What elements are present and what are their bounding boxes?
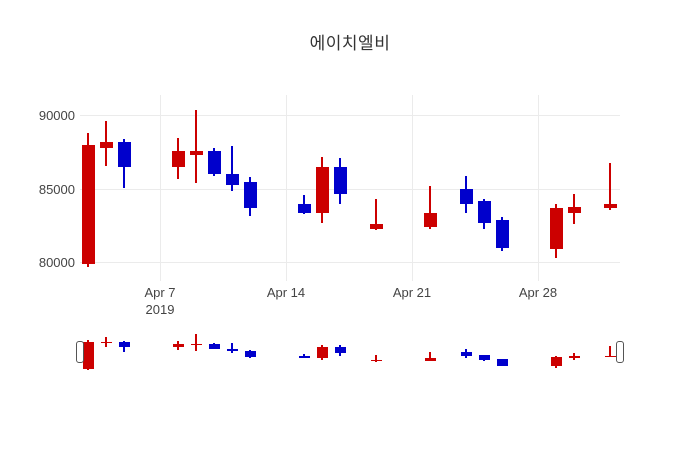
candle-up[interactable] bbox=[549, 208, 563, 250]
candle-down-mini bbox=[244, 350, 256, 357]
candle-up-wick-mini bbox=[195, 334, 197, 351]
candle-up[interactable] bbox=[81, 144, 95, 265]
x-tick-label: Apr 14 bbox=[266, 285, 306, 300]
y-tick-label: 90000 bbox=[38, 108, 75, 124]
candle-down-mini bbox=[478, 354, 490, 360]
candle-up-wick bbox=[429, 186, 431, 229]
candle-up-wick bbox=[609, 162, 611, 210]
candle-up[interactable] bbox=[315, 167, 329, 213]
candle-down[interactable] bbox=[225, 174, 239, 185]
x-tick-label: Apr 28 bbox=[518, 285, 558, 300]
candle-up-mini bbox=[568, 356, 580, 358]
candle-up-mini bbox=[82, 342, 94, 370]
candle-up[interactable] bbox=[189, 150, 203, 156]
candle-up-wick-mini bbox=[375, 354, 377, 362]
candle-down[interactable] bbox=[243, 181, 257, 209]
v-gridline bbox=[411, 95, 413, 281]
rangeslider-right-handle[interactable] bbox=[615, 340, 624, 363]
h-gridline bbox=[80, 115, 620, 117]
x-tick-label: Apr 7 2019 bbox=[144, 285, 176, 317]
candle-down[interactable] bbox=[477, 200, 491, 223]
v-gridline bbox=[285, 95, 287, 281]
candle-down-wick bbox=[231, 146, 233, 191]
candle-down[interactable] bbox=[297, 203, 311, 213]
candle-down-mini bbox=[118, 341, 130, 348]
candle-up[interactable] bbox=[369, 224, 383, 229]
candle-up[interactable] bbox=[99, 142, 113, 148]
candle-up-mini bbox=[550, 356, 562, 366]
y-tick-label: 85000 bbox=[38, 181, 75, 197]
candle-down-mini bbox=[226, 348, 238, 352]
candle-down-mini bbox=[334, 347, 346, 354]
candle-up-wick-mini bbox=[429, 351, 431, 362]
h-gridline bbox=[80, 188, 620, 190]
candle-down-mini bbox=[208, 343, 220, 349]
rangeslider-left-handle[interactable] bbox=[75, 340, 84, 363]
candle-down-wick-mini bbox=[231, 342, 233, 353]
candle-up[interactable] bbox=[423, 212, 437, 228]
candle-up[interactable] bbox=[171, 150, 185, 168]
y-tick-label: 80000 bbox=[38, 255, 75, 271]
x-tick-label: Apr 21 bbox=[392, 285, 432, 300]
h-gridline bbox=[80, 262, 620, 264]
candle-down[interactable] bbox=[117, 142, 131, 168]
candle-down-mini bbox=[460, 352, 472, 356]
candle-up-mini bbox=[190, 343, 202, 345]
candle-up-mini bbox=[100, 341, 112, 343]
candle-up-wick bbox=[195, 109, 197, 184]
candle-down[interactable] bbox=[333, 167, 347, 194]
candle-up-mini bbox=[604, 355, 616, 357]
candle-up[interactable] bbox=[567, 206, 581, 213]
candle-up-mini bbox=[370, 360, 382, 362]
candle-up[interactable] bbox=[603, 203, 617, 209]
v-gridline bbox=[159, 95, 161, 281]
candle-up-mini bbox=[316, 347, 328, 358]
candle-down[interactable] bbox=[207, 150, 221, 175]
candle-down-mini bbox=[496, 359, 508, 366]
candle-up-mini bbox=[424, 357, 436, 361]
candle-down-mini bbox=[298, 355, 310, 358]
candle-down[interactable] bbox=[495, 219, 509, 248]
v-gridline bbox=[537, 95, 539, 281]
candle-up-wick bbox=[375, 199, 377, 231]
candle-down[interactable] bbox=[459, 189, 473, 204]
chart-title: 에이치엘비 bbox=[309, 34, 391, 53]
candle-up-wick-mini bbox=[609, 346, 611, 357]
candle-up-mini bbox=[172, 343, 184, 348]
